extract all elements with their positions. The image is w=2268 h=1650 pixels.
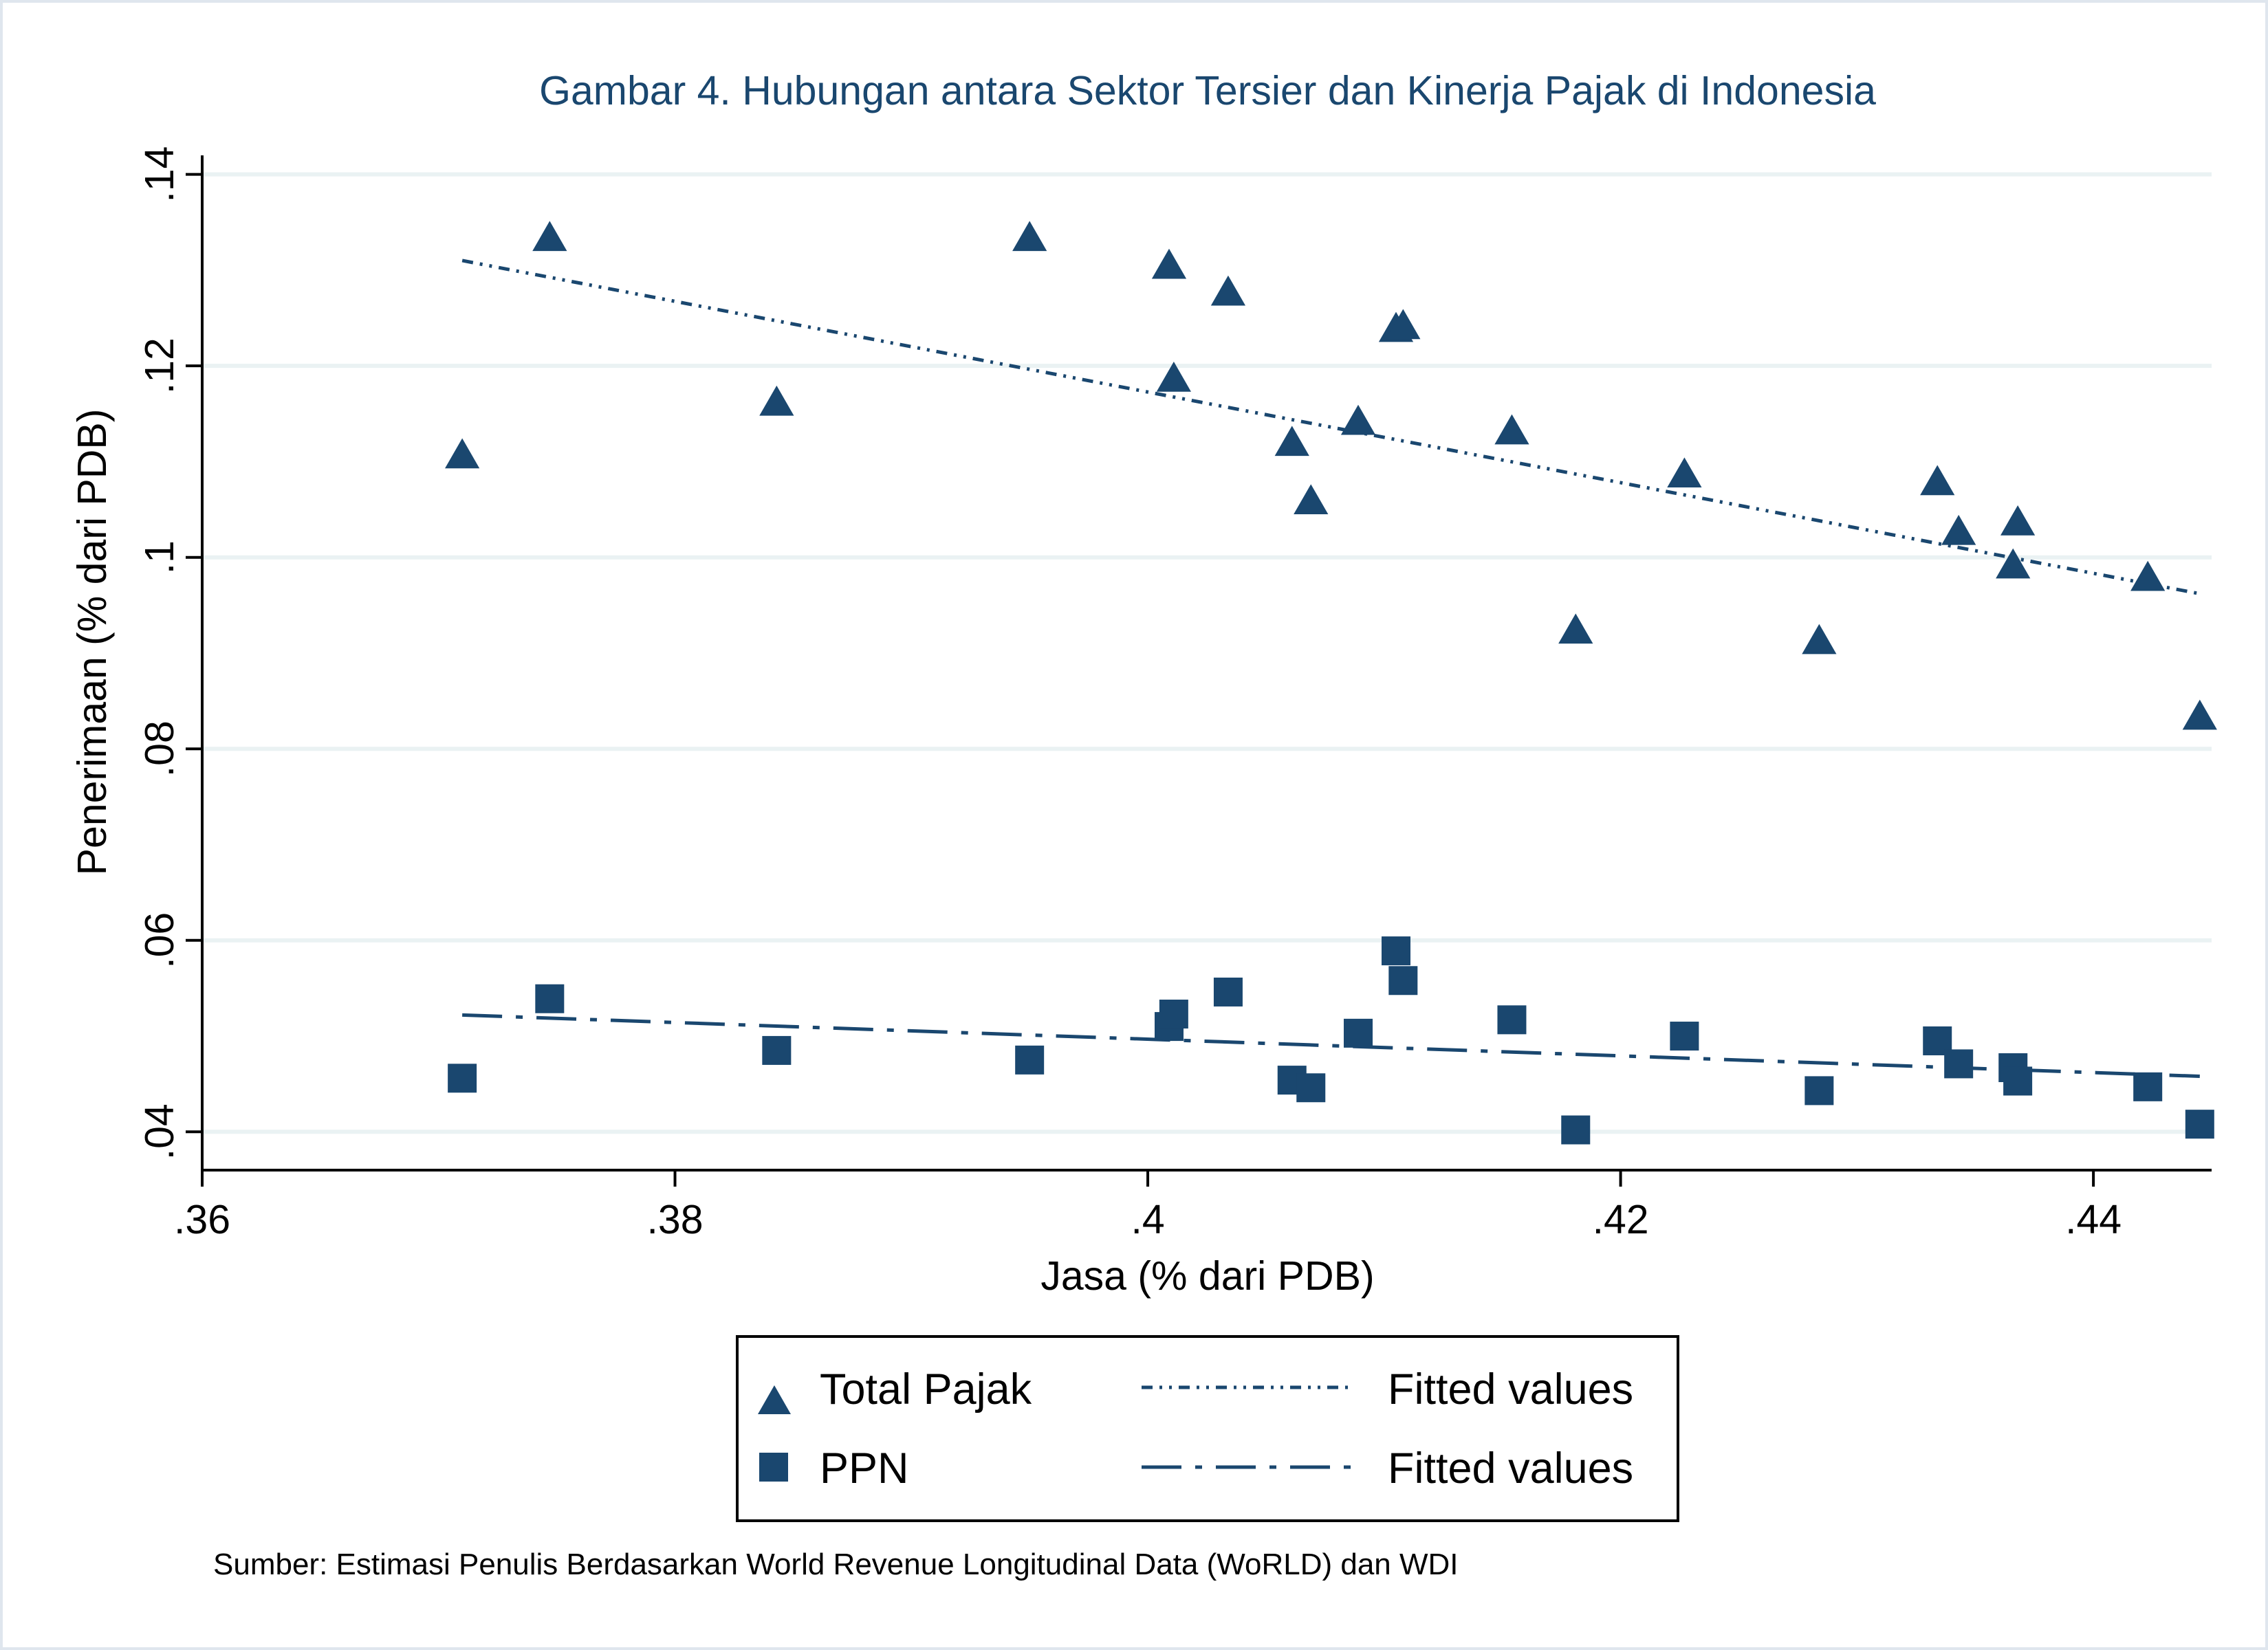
point-total-pajak <box>1941 514 1976 545</box>
point-total-pajak <box>1386 309 1421 340</box>
x-tick-label: .36 <box>174 1197 230 1242</box>
legend-box <box>736 1335 1679 1522</box>
fitted-line-3 <box>462 1013 2200 1079</box>
y-axis-label: Penerimaan (% dari PDB) <box>69 409 115 876</box>
source-note: Sumber: Estimasi Penulis Berdasarkan Wor… <box>213 1548 1459 1581</box>
point-total-pajak <box>1156 362 1191 392</box>
point-ppn <box>1944 1049 1974 1079</box>
legend-square-marker-icon <box>759 1453 788 1482</box>
point-ppn <box>1561 1115 1591 1145</box>
point-ppn <box>1213 977 1243 1006</box>
point-total-pajak <box>1294 484 1329 515</box>
legend-label-fitted-values-2: Fitted values <box>1388 1444 1633 1493</box>
point-ppn <box>1388 966 1418 996</box>
point-ppn <box>448 1064 477 1093</box>
point-total-pajak <box>1494 414 1529 445</box>
point-total-pajak <box>1802 624 1837 654</box>
point-ppn <box>1670 1022 1699 1051</box>
point-total-pajak <box>445 438 480 469</box>
y-tick-label: .1 <box>137 540 182 574</box>
point-total-pajak <box>1920 465 1955 496</box>
point-ppn <box>2185 1110 2214 1139</box>
x-tick-label: .4 <box>1131 1197 1164 1242</box>
point-total-pajak <box>1558 613 1593 644</box>
y-tick-label: .06 <box>137 912 182 969</box>
point-ppn <box>535 984 565 1013</box>
point-ppn <box>1015 1045 1045 1075</box>
point-ppn <box>762 1035 792 1065</box>
point-total-pajak <box>1667 457 1702 488</box>
y-tick-label: .08 <box>137 720 182 777</box>
x-tick-label: .42 <box>1593 1197 1649 1242</box>
point-ppn <box>1497 1005 1527 1035</box>
legend-label-ppn: PPN <box>820 1444 909 1493</box>
y-tick-label: .04 <box>137 1103 182 1160</box>
fitted-line-1 <box>461 258 2201 596</box>
x-tick-label: .38 <box>647 1197 704 1242</box>
point-ppn <box>2133 1072 2163 1101</box>
y-tick-label: .12 <box>137 338 182 394</box>
point-ppn <box>1159 999 1188 1028</box>
x-tick-label: .44 <box>2065 1197 2122 1242</box>
point-total-pajak <box>2182 699 2217 730</box>
point-ppn <box>1804 1076 1834 1106</box>
grid-layer <box>202 172 2212 1134</box>
point-total-pajak <box>1151 248 1187 279</box>
axes-layer: .04 .06 .08 .1 .12 .14 .36 .38 .4 .42 .44 <box>137 146 2212 1242</box>
scatter-chart: .04 .06 .08 .1 .12 .14 .36 .38 .4 .42 .44 Gambar 4… <box>69 68 2217 1581</box>
point-ppn <box>1382 936 1411 966</box>
chart-title: Gambar 4. Hubungan antara Sektor Tersier… <box>539 68 1876 113</box>
point-total-pajak <box>1274 426 1309 456</box>
point-ppn <box>1344 1018 1373 1048</box>
legend-triangle-marker-icon <box>758 1385 791 1414</box>
point-total-pajak <box>1996 548 2031 579</box>
legend-label-fitted-values-1: Fitted values <box>1388 1365 1633 1414</box>
point-total-pajak <box>2130 560 2166 591</box>
point-total-pajak <box>1340 404 1376 435</box>
point-total-pajak <box>532 221 567 252</box>
point-total-pajak <box>759 385 794 416</box>
legend-label-total-pajak: Total Pajak <box>820 1365 1032 1414</box>
point-total-pajak <box>1012 221 1047 252</box>
point-ppn <box>2003 1066 2033 1096</box>
point-total-pajak <box>1210 275 1246 306</box>
legend: Total Pajak Fitted values PPN Fitted val… <box>736 1335 1679 1522</box>
y-tick-label: .14 <box>137 146 182 203</box>
fit-lines-layer <box>461 258 2201 1079</box>
x-axis-label: Jasa (% dari PDB) <box>1040 1253 1374 1299</box>
point-ppn <box>1296 1073 1326 1103</box>
point-total-pajak <box>2000 505 2036 536</box>
points-layer <box>445 221 2217 1145</box>
